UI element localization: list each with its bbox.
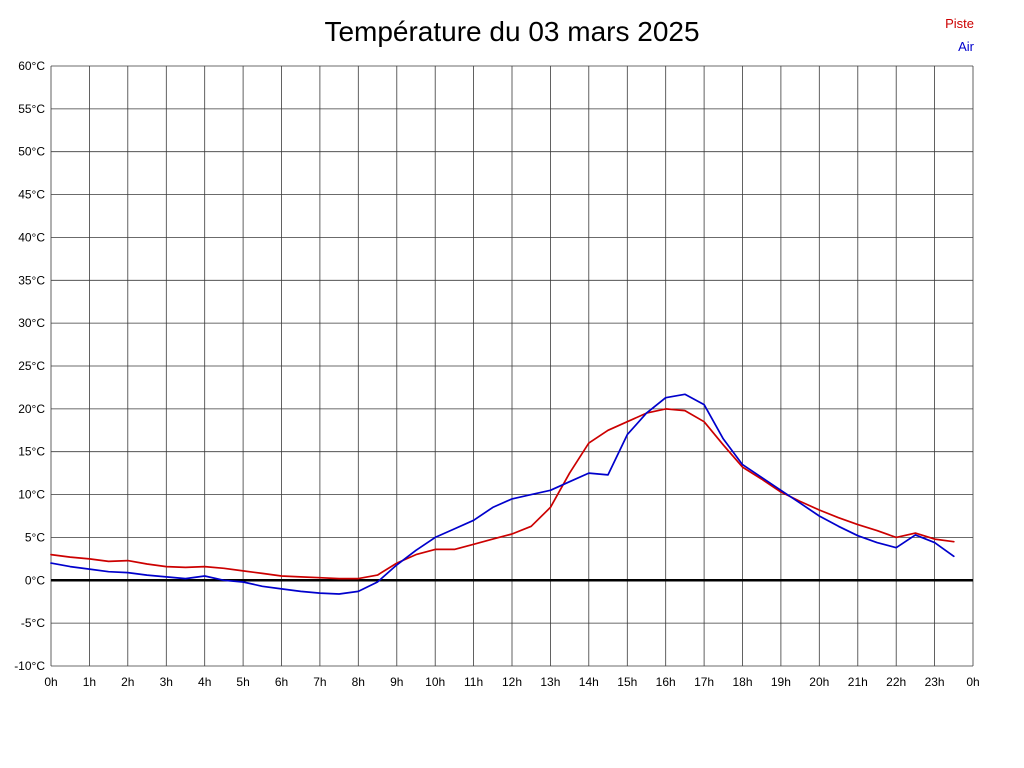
svg-text:16h: 16h [656,675,676,689]
svg-text:12h: 12h [502,675,522,689]
svg-text:20h: 20h [809,675,829,689]
svg-text:35°C: 35°C [18,273,45,287]
svg-text:15h: 15h [617,675,637,689]
svg-text:9h: 9h [390,675,403,689]
svg-text:60°C: 60°C [18,59,45,73]
svg-text:15°C: 15°C [18,445,45,459]
svg-text:-5°C: -5°C [21,616,45,630]
svg-text:0h: 0h [44,675,57,689]
svg-text:0h: 0h [966,675,979,689]
svg-text:30°C: 30°C [18,316,45,330]
svg-text:18h: 18h [732,675,752,689]
svg-text:8h: 8h [352,675,365,689]
svg-text:22h: 22h [886,675,906,689]
svg-text:6h: 6h [275,675,288,689]
svg-text:10h: 10h [425,675,445,689]
svg-text:10°C: 10°C [18,488,45,502]
svg-text:7h: 7h [313,675,326,689]
svg-text:19h: 19h [771,675,791,689]
svg-text:4h: 4h [198,675,211,689]
svg-text:-10°C: -10°C [14,659,45,673]
svg-text:45°C: 45°C [18,188,45,202]
svg-text:55°C: 55°C [18,102,45,116]
svg-text:14h: 14h [579,675,599,689]
svg-text:3h: 3h [160,675,173,689]
svg-text:2h: 2h [121,675,134,689]
svg-text:5°C: 5°C [25,530,45,544]
legend-item-piste: Piste [945,16,974,31]
svg-text:1h: 1h [83,675,96,689]
svg-text:21h: 21h [848,675,868,689]
legend-item-air: Air [958,39,974,54]
svg-text:5h: 5h [236,675,249,689]
svg-text:17h: 17h [694,675,714,689]
svg-text:13h: 13h [540,675,560,689]
svg-text:0°C: 0°C [25,573,45,587]
svg-text:23h: 23h [925,675,945,689]
chart-legend: Piste Air [945,12,974,58]
svg-text:40°C: 40°C [18,230,45,244]
svg-text:20°C: 20°C [18,402,45,416]
svg-text:11h: 11h [464,675,483,689]
chart-title: Température du 03 mars 2025 [324,16,700,47]
svg-text:25°C: 25°C [18,359,45,373]
svg-text:50°C: 50°C [18,145,45,159]
